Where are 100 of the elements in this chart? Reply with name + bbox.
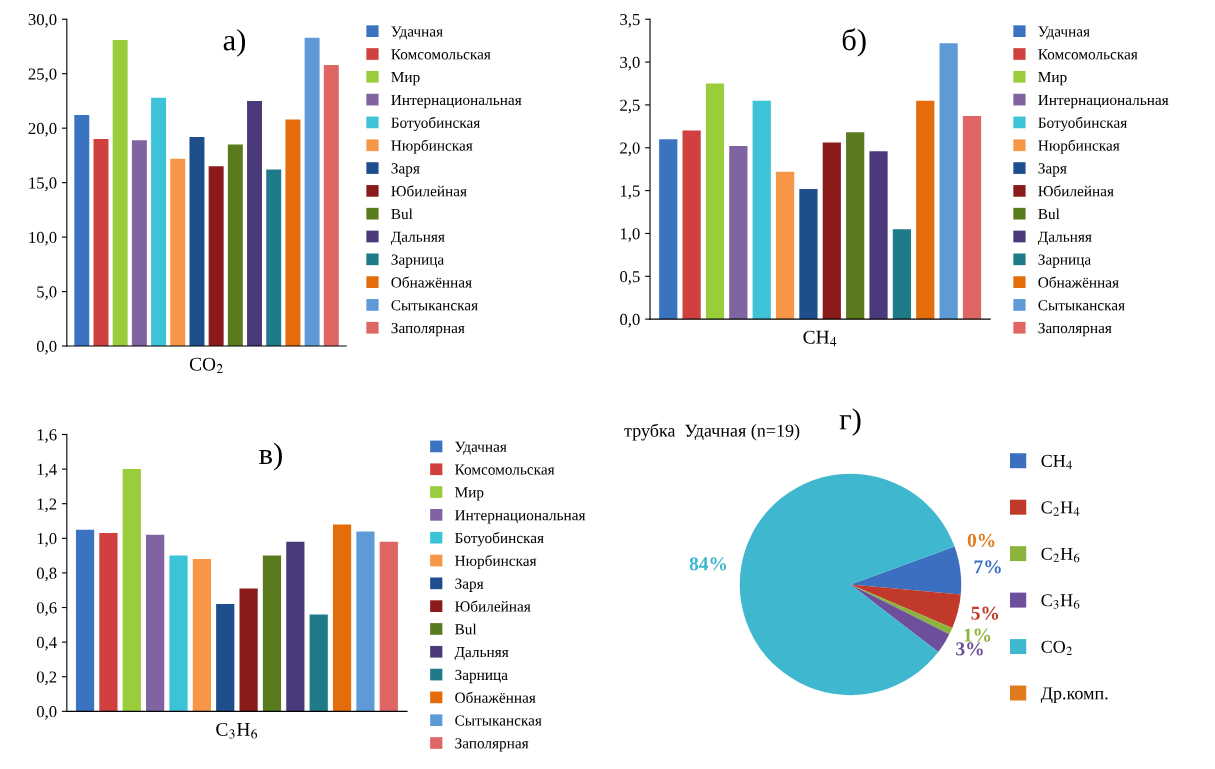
bar [93,139,109,347]
y-tick-label: 0,0 [620,313,640,328]
legend-label: Удачная [391,26,443,40]
bar [939,43,958,320]
legend-label: Заполярная [391,322,465,337]
legend-label: Др.комп. [1040,687,1108,704]
legend-label: Заря [391,163,420,177]
legend-label: Заря [1038,163,1067,177]
y-tick-label: 1,2 [37,498,57,513]
legend-label: Интернациональная [1038,94,1169,109]
y-tick-label: 10,0 [29,231,57,246]
bar [151,97,167,347]
pie-slice [850,546,962,595]
bar [869,151,888,320]
bar [239,588,258,712]
bar [356,531,375,712]
bar [309,614,328,712]
bar [227,144,243,347]
y-tick-label: 3,5 [620,13,640,28]
legend-label: Заря [455,578,484,592]
y-tick-label: 1,4 [37,463,57,478]
legend-label: CO$_{2}$ [1041,640,1073,656]
x-axis-title: C$_{3}$H$_{6}$ [216,722,258,739]
x-axis-title: CO$_{2}$ [189,357,223,374]
legend-label: Комсомольская [391,49,491,60]
y-tick-label: 0,5 [620,270,640,285]
legend-label: Интернациональная [455,510,586,524]
pie-slice [850,584,961,629]
data-label: 7% [974,560,1001,574]
chart-title: б) [842,28,866,57]
legend-label: Bul [455,623,477,635]
legend-label: Bul [1038,208,1060,220]
legend-label: Дальняя [390,231,445,246]
x-axis-title: CH$_{4}$ [803,330,837,347]
bar [822,142,841,320]
legend-label: Юбилейная [1038,185,1114,197]
y-tick-label: 2,0 [620,142,640,157]
bar [262,555,282,712]
legend-label: Интернациональная [391,94,522,109]
legend-label: Нюрбинская [455,554,537,570]
bar [74,115,90,347]
legend-label: Обнажённая [455,691,536,703]
bar [729,146,748,320]
y-tick-label: 5,0 [37,286,57,300]
bar [775,171,795,320]
bar [286,541,305,712]
bar [799,188,818,320]
legend-label: Зарница [1038,254,1091,268]
bar [99,533,118,712]
pie-slice [739,473,955,696]
text: 0% [967,533,995,547]
legend-label: C$_{3}$H$_{6}$ [1041,594,1080,609]
bar [323,64,339,347]
bar [112,39,128,347]
bar [192,559,211,712]
data-label: 3% [956,642,983,656]
bar [962,116,982,320]
bar [169,555,188,712]
legend-label: Ботуобинская [455,532,544,547]
legend-label: CH$_{4}$ [1041,454,1073,470]
legend-label: Нюрбинская [391,139,473,154]
y-tick-label: 1,0 [37,533,57,547]
y-tick-label: 0,0 [36,706,57,720]
legend-label: Заполярная [455,738,529,752]
bar [131,140,147,347]
bar [682,130,701,320]
data-label: 84% [689,557,727,571]
legend-label: Заполярная [1038,322,1112,337]
legend-label: Нюрбинская [1038,139,1120,154]
legend-label: Дальняя [454,647,509,661]
legend-label: C$_{2}$H$_{4}$ [1041,501,1080,516]
bar [705,83,725,320]
chart-subtitle: трубка Удачная (n=19) [624,423,800,441]
y-tick-label: 0,6 [36,602,57,616]
legend-label: Комсомольская [455,464,555,475]
legend-label: Обнажённая [1038,276,1119,288]
legend-label: Дальняя [1037,231,1092,246]
bar [266,169,282,347]
bar [208,166,224,347]
legend-label: Удачная [1038,26,1090,40]
bar [122,469,141,712]
legend-label: Мир [391,72,420,86]
bar [892,229,912,320]
legend-label: Зарница [455,669,508,684]
bar [216,604,235,712]
legend-label: Удачная [455,441,507,455]
legend-label: Юбилейная [391,185,467,197]
legend-label: Сытыканская [455,715,542,726]
pie-slice [850,584,950,653]
legend-label: Зарница [391,254,444,268]
chart-title: а) [223,29,246,57]
bar [170,158,186,347]
bar [247,100,263,347]
legend-label: Мир [455,487,484,501]
bar [285,119,301,347]
chart-title: в) [259,442,282,471]
bar [916,100,935,320]
legend-label: Сытыканская [391,300,478,311]
y-tick-label: 25,0 [28,68,57,83]
bar [146,534,165,712]
